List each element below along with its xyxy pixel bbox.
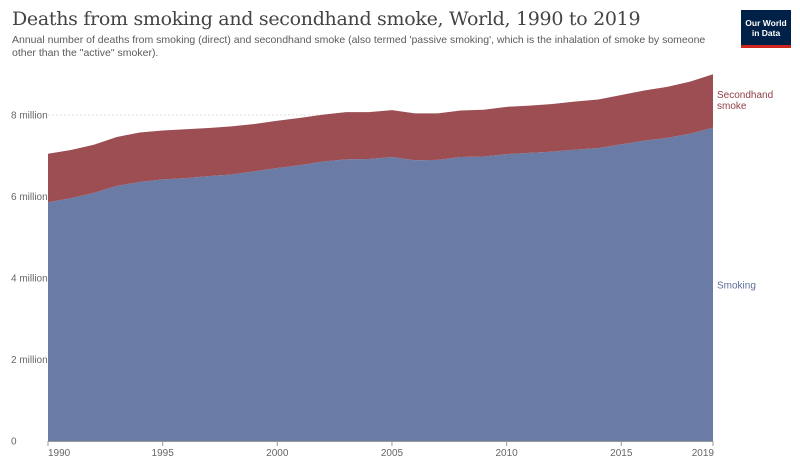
x-axis: 1990 1995 2000 2005 2010 2015 2019 [47, 441, 715, 459]
owid-logo[interactable]: Our World in Data [741, 10, 791, 48]
series-labels: Smoking Secondhand smoke [717, 90, 773, 291]
x-tick-label: 2005 [381, 448, 404, 459]
logo-line-2: in Data [751, 28, 781, 38]
area-secondhand-smoke[interactable] [48, 74, 713, 203]
series-label: Secondhand smoke [717, 90, 773, 112]
y-axis: 0 2 million 4 million 6 million 8 million [11, 111, 48, 448]
y-tick-label: 0 [11, 437, 17, 448]
x-tick-label: 2015 [610, 448, 633, 459]
y-tick-label: 2 million [11, 355, 48, 366]
area-smoking[interactable] [48, 127, 713, 441]
x-tick-label: 2000 [266, 448, 289, 459]
series-label: Smoking [717, 280, 756, 291]
series-label-line: Secondhand [717, 90, 773, 101]
y-tick-label: 8 million [11, 111, 48, 122]
area-series[interactable] [48, 74, 713, 441]
y-tick-label: 6 million [11, 192, 48, 203]
series-label-line: smoke [717, 101, 747, 112]
y-tick-label: 4 million [11, 274, 48, 285]
series-label-line: Smoking [717, 280, 756, 291]
x-tick-label: 1990 [48, 448, 71, 459]
chart-subtitle: Annual number of deaths from smoking (di… [12, 34, 706, 59]
x-tick-label: 1995 [152, 448, 175, 459]
chart-title: Deaths from smoking and secondhand smoke… [12, 8, 641, 30]
logo-line-1: Our World [745, 18, 787, 28]
x-tick-label: 2010 [495, 448, 518, 459]
x-tick-label: 2019 [692, 448, 715, 459]
